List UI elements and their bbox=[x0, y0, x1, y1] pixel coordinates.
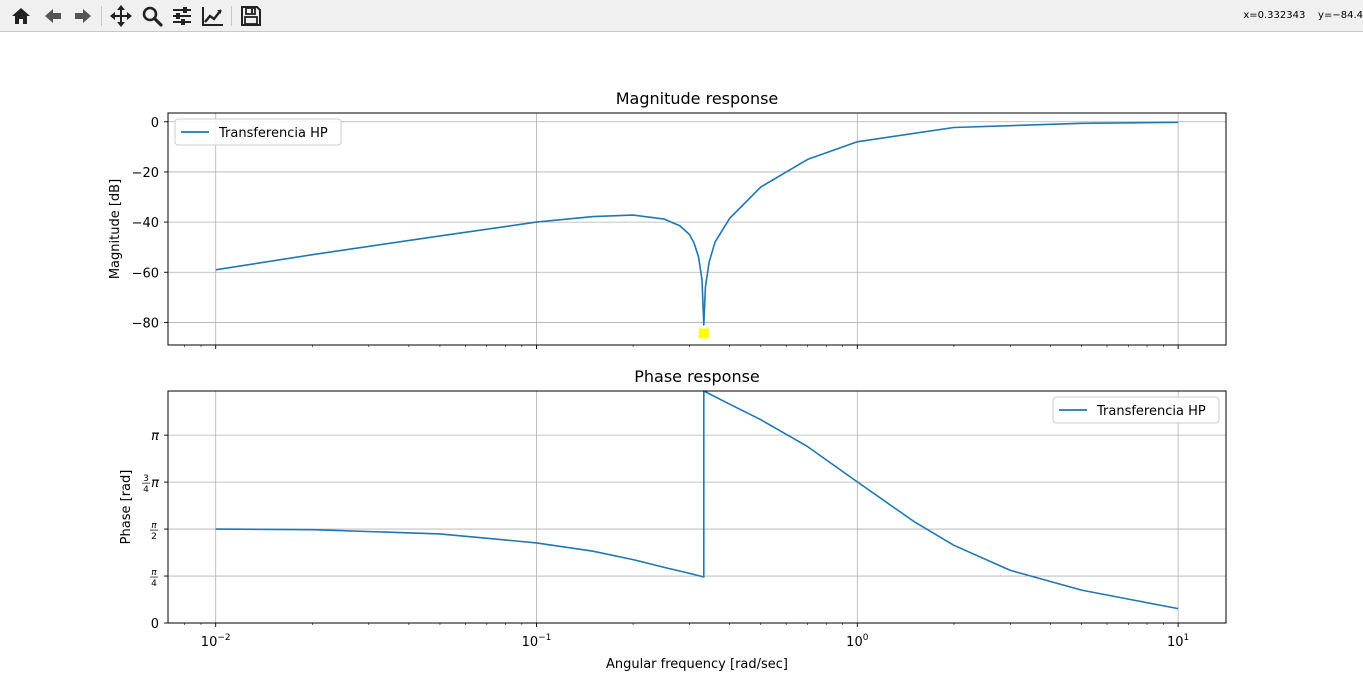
legend-box bbox=[174, 118, 342, 146]
y-tick-label: π bbox=[151, 429, 159, 444]
forward-button[interactable] bbox=[70, 3, 96, 29]
axes-frame bbox=[167, 112, 1227, 346]
y-tick-label: −20 bbox=[132, 166, 159, 181]
floppy-disk-icon bbox=[241, 6, 261, 26]
subplot-title: Magnitude response bbox=[616, 89, 779, 108]
y-tick-label-suffix: π bbox=[151, 476, 159, 491]
y-tick-label: 0 bbox=[151, 116, 159, 131]
navigation-toolbar: x=0.332343 y=−84.4 bbox=[0, 0, 1363, 32]
y-tick-label-numerator: π bbox=[151, 568, 157, 578]
y-tick-label: −60 bbox=[132, 266, 159, 281]
x-tick-label: 10−1 bbox=[522, 633, 552, 650]
y-tick-label: −80 bbox=[132, 316, 159, 331]
toolbar-separator bbox=[231, 6, 232, 26]
subplot-title: Phase response bbox=[634, 367, 760, 386]
zoom-button[interactable] bbox=[139, 3, 165, 29]
magnitude-subplot: 0 −20 −40 −60 −80 Magnitude response Magnitude… bbox=[108, 89, 1227, 349]
y-tick-label-denominator: 2 bbox=[151, 532, 157, 542]
configure-subplots-button[interactable] bbox=[169, 3, 195, 29]
y-axis-label: Magnitude [dB] bbox=[108, 179, 123, 279]
cursor-marker bbox=[698, 328, 709, 339]
y-tick-label: 0 bbox=[151, 617, 159, 632]
back-button[interactable] bbox=[40, 3, 66, 29]
legend-label: Transferencia HP bbox=[218, 126, 328, 141]
magnifier-icon bbox=[142, 6, 163, 27]
cursor-coordinates: x=0.332343 y=−84.4 bbox=[1243, 10, 1363, 21]
x-tick-label: 100 bbox=[846, 633, 869, 650]
home-button[interactable] bbox=[8, 3, 34, 29]
toolbar-separator bbox=[101, 6, 102, 26]
axes-frame bbox=[167, 390, 1227, 624]
sliders-icon bbox=[173, 7, 191, 25]
y-tick-label: −40 bbox=[132, 216, 159, 231]
arrow-left-icon bbox=[45, 9, 61, 23]
y-tick-label-denominator: 4 bbox=[143, 485, 149, 495]
home-icon bbox=[12, 8, 30, 24]
edit-axis-button[interactable] bbox=[200, 3, 226, 29]
x-tick-label: 10−2 bbox=[201, 633, 231, 650]
series-line-transferencia-hp bbox=[215, 121, 1179, 326]
legend-box bbox=[1052, 396, 1220, 424]
y-tick-label-denominator: 4 bbox=[151, 579, 157, 589]
pan-button[interactable] bbox=[108, 3, 134, 29]
figure-canvas[interactable]: 0 −20 −40 −60 −80 Magnitude response Magnitude… bbox=[0, 32, 1363, 685]
save-button[interactable] bbox=[238, 3, 264, 29]
x-axis-label: Angular frequency [rad/sec] bbox=[606, 657, 788, 672]
legend-label: Transferencia HP bbox=[1096, 404, 1206, 419]
move-icon bbox=[110, 5, 132, 27]
series-line-transferencia-hp bbox=[215, 390, 1179, 610]
x-tick-label: 101 bbox=[1167, 633, 1189, 650]
y-axis-label: Phase [rad] bbox=[119, 470, 134, 545]
y-tick-label-numerator: 3 bbox=[143, 474, 149, 484]
arrow-right-icon bbox=[75, 9, 91, 23]
y-tick-label-numerator: π bbox=[151, 521, 157, 531]
line-chart-icon bbox=[202, 7, 223, 26]
